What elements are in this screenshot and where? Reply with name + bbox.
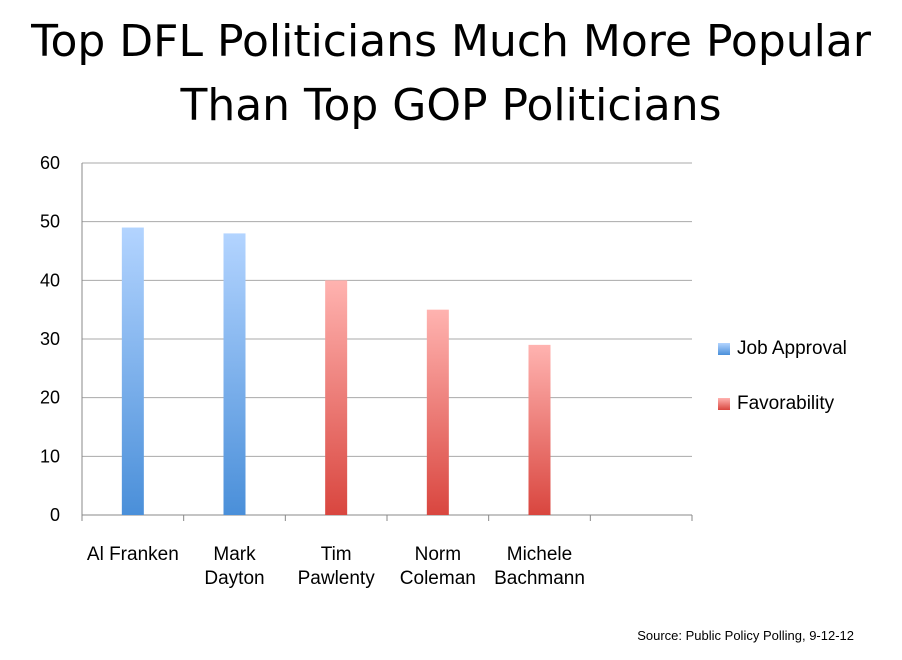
- x-tick-label-0-0: Al Franken: [87, 544, 179, 565]
- x-tick-label-1-0: Mark: [213, 544, 256, 565]
- chart-title: Top DFL Politicians Much More Popular Th…: [0, 10, 902, 138]
- y-tick-label-60: 60: [40, 153, 60, 173]
- legend-swatch-job-approval: [718, 343, 730, 355]
- y-tick-label-30: 30: [40, 329, 60, 349]
- chart-title-line-2: Than Top GOP Politicians: [180, 80, 722, 131]
- x-tick-label-3-1: Coleman: [400, 568, 476, 589]
- chart-title-line-1: Top DFL Politicians Much More Popular: [31, 16, 871, 67]
- bar-job-approval-0: [121, 227, 144, 516]
- y-tick-label-40: 40: [40, 270, 60, 290]
- y-tick-label-20: 20: [40, 388, 60, 408]
- source-note: Source: Public Policy Polling, 9-12-12: [637, 628, 854, 643]
- x-tick-label-3-0: Norm: [415, 544, 461, 565]
- legend-swatch-favorability: [718, 398, 730, 410]
- bar-job-approval-1: [223, 233, 246, 515]
- legend-label-favorability: Favorability: [737, 393, 835, 414]
- bar-favorability-2: [325, 280, 348, 515]
- y-tick-label-0: 0: [50, 505, 60, 525]
- x-tick-label-2-1: Pawlenty: [298, 568, 376, 589]
- x-tick-label-4-0: Michele: [507, 544, 572, 565]
- x-tick-label-1-1: Dayton: [204, 568, 264, 589]
- x-tick-label-4-1: Bachmann: [494, 568, 585, 589]
- y-tick-label-50: 50: [40, 212, 60, 232]
- y-tick-label-10: 10: [40, 446, 60, 466]
- bar-favorability-3: [426, 309, 449, 515]
- x-tick-label-2-0: Tim: [321, 544, 352, 565]
- bar-favorability-4: [528, 344, 551, 515]
- legend-label-job-approval: Job Approval: [737, 338, 847, 359]
